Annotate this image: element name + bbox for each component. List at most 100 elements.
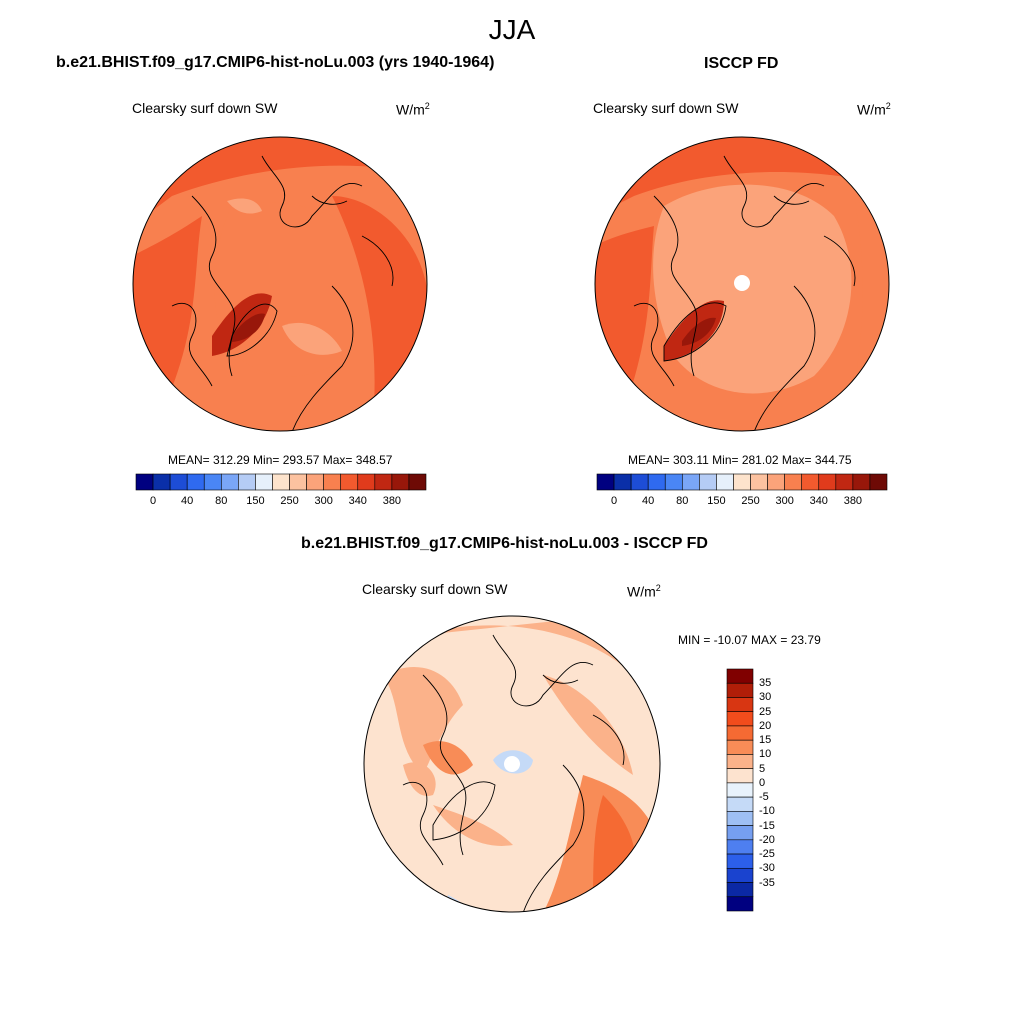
panel-1-colorbar bbox=[135, 473, 427, 491]
colorbar-swatch bbox=[852, 473, 871, 491]
colorbar-swatch bbox=[220, 473, 239, 491]
panel-1-colorbar-labels: 0 40 80 150 250 300 340 380 bbox=[136, 495, 426, 509]
colorbar-swatch bbox=[835, 473, 854, 491]
colorbar-tick-label: 300 bbox=[314, 495, 333, 507]
colorbar-tick-label: -15 bbox=[759, 819, 775, 832]
colorbar-tick-label: -30 bbox=[759, 862, 775, 875]
map-contour-fill bbox=[227, 198, 262, 214]
colorbar-swatch bbox=[408, 473, 427, 491]
colorbar-tick-label: 300 bbox=[775, 495, 794, 507]
map-contour-fill bbox=[682, 317, 716, 346]
panel-2-polar-map bbox=[594, 136, 890, 432]
colorbar-swatch bbox=[699, 473, 717, 491]
colorbar-swatch bbox=[818, 473, 837, 491]
map-contour-fill bbox=[595, 226, 654, 431]
map-contour-fill bbox=[543, 675, 633, 775]
colorbar-tick-label: 80 bbox=[676, 495, 689, 507]
colorbar-swatch bbox=[340, 473, 359, 491]
colorbar-tick-label: 250 bbox=[280, 495, 299, 507]
colorbar-tick-label: 20 bbox=[759, 719, 772, 732]
colorbar-swatch bbox=[726, 825, 754, 841]
panel-2-variable: Clearsky surf down SW bbox=[593, 100, 739, 116]
colorbar-swatch bbox=[726, 754, 754, 769]
panel-3-colorbar-labels: 35 30 25 20 15 10 5 0 -5 -10 -15 -20 -25 -30 -35 bbox=[759, 669, 799, 911]
colorbar-swatch bbox=[767, 473, 785, 491]
colorbar-tick-label: -10 bbox=[759, 805, 775, 818]
panel-1-units: W/m2 bbox=[396, 101, 430, 118]
panel-2-colorbar bbox=[596, 473, 888, 491]
panel-3-stats: MIN = -10.07 MAX = 23.79 bbox=[678, 633, 821, 647]
colorbar-tick-label: 0 bbox=[759, 776, 766, 789]
missing-data-pole bbox=[734, 275, 750, 291]
colorbar-tick-label: -20 bbox=[759, 833, 775, 846]
panel-3-units: W/m2 bbox=[627, 583, 661, 600]
map-contour-fill bbox=[232, 313, 265, 342]
colorbar-swatch bbox=[726, 768, 754, 784]
panel-1-title: b.e21.BHIST.f09_g17.CMIP6-hist-noLu.003 … bbox=[56, 54, 495, 71]
colorbar-swatch bbox=[750, 473, 768, 491]
colorbar-swatch bbox=[726, 867, 754, 883]
map-contour-fill bbox=[282, 322, 342, 355]
colorbar-tick-label: 10 bbox=[759, 748, 772, 761]
colorbar-tick-label: 15 bbox=[759, 734, 772, 747]
colorbar-swatch bbox=[726, 811, 754, 826]
colorbar-swatch bbox=[186, 473, 205, 491]
colorbar-swatch bbox=[801, 473, 820, 491]
colorbar-swatch bbox=[726, 682, 754, 698]
panel-1-variable: Clearsky surf down SW bbox=[132, 100, 278, 116]
colorbar-tick-label: 380 bbox=[382, 495, 402, 507]
map-contour-fill bbox=[133, 137, 427, 226]
colorbar-swatch bbox=[726, 711, 754, 727]
colorbar-swatch bbox=[726, 896, 754, 912]
panel-2-colorbar-labels: 0 40 80 150 250 300 340 380 bbox=[597, 495, 887, 509]
colorbar-tick-label: 0 bbox=[149, 495, 157, 507]
colorbar-swatch bbox=[726, 853, 754, 869]
colorbar-tick-label: -25 bbox=[759, 848, 775, 861]
colorbar-swatch bbox=[726, 725, 754, 741]
panel-3-polar-map bbox=[363, 615, 661, 913]
colorbar-tick-label: 80 bbox=[215, 495, 228, 507]
map-contour-fill bbox=[433, 805, 513, 846]
colorbar-tick-label: 40 bbox=[181, 495, 194, 507]
panel-2-title: ISCCP FD bbox=[704, 55, 779, 72]
panel-2-units: W/m2 bbox=[857, 101, 891, 118]
colorbar-swatch bbox=[613, 473, 632, 491]
colorbar-swatch bbox=[289, 473, 307, 491]
colorbar-tick-label: 340 bbox=[809, 495, 828, 507]
colorbar-swatch bbox=[357, 473, 376, 491]
season-title: JJA bbox=[488, 14, 536, 45]
panel-3-title: b.e21.BHIST.f09_g17.CMIP6-hist-noLu.003 … bbox=[301, 535, 708, 552]
colorbar-swatch bbox=[306, 473, 324, 491]
colorbar-swatch bbox=[238, 473, 256, 491]
colorbar-swatch bbox=[726, 697, 754, 713]
colorbar-tick-label: 30 bbox=[759, 691, 772, 704]
colorbar-swatch bbox=[647, 473, 666, 491]
map-contour-fill bbox=[423, 741, 473, 775]
colorbar-swatch bbox=[716, 473, 734, 491]
colorbar-tick-label: 380 bbox=[843, 495, 863, 507]
colorbar-tick-label: 40 bbox=[642, 495, 655, 507]
colorbar-tick-label: -5 bbox=[759, 791, 769, 804]
colorbar-swatch bbox=[323, 473, 342, 491]
colorbar-swatch bbox=[784, 473, 803, 491]
colorbar-tick-label: 250 bbox=[741, 495, 760, 507]
colorbar-tick-label: 150 bbox=[707, 495, 726, 507]
colorbar-tick-label: 0 bbox=[610, 495, 618, 507]
colorbar-swatch bbox=[664, 473, 683, 491]
colorbar-swatch bbox=[733, 473, 751, 491]
panel-3-variable: Clearsky surf down SW bbox=[362, 581, 508, 597]
colorbar-swatch bbox=[726, 782, 754, 798]
colorbar-swatch bbox=[374, 473, 393, 491]
panel-3-colorbar bbox=[726, 668, 754, 912]
colorbar-swatch bbox=[152, 473, 171, 491]
colorbar-swatch bbox=[272, 473, 290, 491]
colorbar-tick-label: 340 bbox=[348, 495, 367, 507]
colorbar-swatch bbox=[391, 473, 410, 491]
colorbar-swatch bbox=[726, 739, 754, 755]
colorbar-swatch bbox=[135, 473, 154, 491]
panel-1-polar-map bbox=[132, 136, 428, 432]
colorbar-swatch bbox=[681, 473, 700, 491]
colorbar-tick-label: -35 bbox=[759, 876, 775, 889]
panel-2-stats: MEAN= 303.11 Min= 281.02 Max= 344.75 bbox=[628, 453, 852, 467]
colorbar-swatch bbox=[169, 473, 188, 491]
